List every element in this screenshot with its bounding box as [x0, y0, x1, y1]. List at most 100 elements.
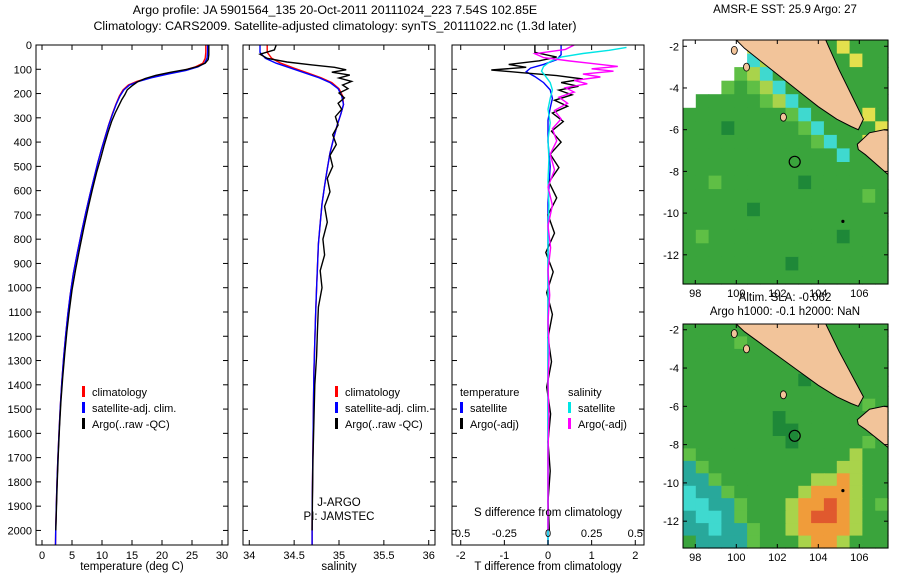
tick-label: 600 — [14, 186, 32, 198]
tick-label: 300 — [14, 113, 32, 125]
legend-label: climatology — [92, 387, 148, 399]
tick-label: -8 — [669, 166, 679, 178]
tick-label: 1400 — [8, 380, 32, 392]
s-difference-axis-label: S difference from climatology — [473, 507, 623, 519]
tick-label: 104 — [809, 552, 827, 564]
climatology-line-swatch — [335, 386, 338, 397]
tick-label: 1100 — [8, 307, 32, 319]
tick-label: 0.25 — [581, 528, 602, 540]
t-satellite-line-swatch — [460, 402, 463, 413]
tick-label: 400 — [14, 137, 32, 149]
difference-salinity-legend: salinity satellite Argo(-adj) — [568, 386, 627, 434]
tick-label: 1500 — [8, 404, 32, 416]
legend-label: satellite-adj. clim. — [345, 403, 430, 415]
legend-header-salinity: salinity — [568, 387, 602, 399]
tick-label: 1000 — [8, 283, 32, 295]
pi-annotation: PI: JAMSTEC — [303, 511, 375, 523]
difference-temperature-legend: temperature satellite Argo(-adj) — [460, 386, 519, 434]
tick-label: 106 — [850, 552, 868, 564]
tick-label: -0.25 — [492, 528, 517, 540]
legend-label: Argo(-adj) — [470, 419, 519, 431]
t-difference-axis-label: T difference from climatology — [474, 561, 622, 573]
series-S Argo(-adj) — [532, 45, 618, 531]
tick-label: 98 — [689, 552, 701, 564]
tick-label: 0.5 — [628, 528, 643, 540]
temperature-series-group — [54, 45, 210, 545]
small-island — [730, 46, 738, 55]
tick-label: 1200 — [8, 331, 32, 343]
series-S satellite — [540, 46, 627, 545]
land-group — [730, 40, 888, 223]
series-T Argo(-adj) — [491, 45, 584, 531]
tick-label: 800 — [14, 234, 32, 246]
tick-label: 98 — [689, 288, 701, 300]
tick-label: 20 — [156, 550, 168, 562]
series-Argo(..raw -QC) — [258, 45, 354, 531]
sst_map-axes-box — [682, 39, 889, 285]
tick-label: -10 — [663, 478, 679, 490]
temperature-axis-label: temperature (deg C) — [80, 561, 184, 573]
argo-float-marker — [788, 155, 801, 168]
coastline-land — [856, 129, 888, 176]
series-Argo(..raw -QC) — [55, 45, 210, 531]
tick-label: -6 — [669, 125, 679, 137]
tick-label: 104 — [809, 288, 827, 300]
tick-label: 1900 — [8, 501, 32, 513]
series-satellite-adj. clim. — [259, 45, 345, 545]
tick-label: -4 — [669, 363, 679, 375]
tick-label: 35.5 — [373, 550, 394, 562]
island-dot — [841, 489, 845, 493]
island-dot — [841, 219, 845, 223]
salinity-axis-label: salinity — [321, 561, 357, 573]
tick-label: -4 — [669, 83, 679, 95]
legend-item-t-argo: Argo(-adj) — [460, 418, 519, 434]
tick-label: -0.5 — [451, 528, 470, 540]
tick-label: 10 — [96, 550, 108, 562]
legend-label: satellite — [578, 403, 616, 415]
tick-label: 100 — [727, 288, 745, 300]
temperature-axes-box — [35, 44, 229, 546]
tick-label: 0 — [39, 550, 45, 562]
legend-item-t-satellite: satellite — [460, 402, 519, 418]
sla_map-axes-box — [682, 323, 889, 549]
tick-label: 15 — [126, 550, 138, 562]
legend-label: Argo(..raw -QC) — [345, 419, 423, 431]
tick-label: -6 — [669, 401, 679, 413]
s-satellite-line-swatch — [568, 402, 571, 413]
legend-header-temperature: temperature — [460, 387, 520, 399]
small-island — [743, 62, 750, 72]
tick-label: 100 — [727, 552, 745, 564]
argo-line-swatch — [335, 418, 338, 429]
tick-label: 0 — [545, 528, 551, 540]
argo-float-marker — [788, 429, 801, 442]
legend-item-climatology: climatology — [82, 386, 176, 402]
tick-label: 0 — [26, 40, 32, 52]
tick-label: 1600 — [8, 428, 32, 440]
difference-series-group — [491, 45, 627, 545]
argo-line-swatch — [82, 418, 85, 429]
tick-label: 1300 — [8, 356, 32, 368]
tick-label: 500 — [14, 161, 32, 173]
tick-label: 34 — [243, 550, 255, 562]
tick-label: 1 — [589, 550, 595, 562]
legend-label: Argo(-adj) — [578, 419, 627, 431]
tick-label: 0 — [545, 550, 551, 562]
legend-label: satellite-adj. clim. — [92, 403, 177, 415]
legend-item-satellite: satellite-adj. clim. — [335, 402, 429, 418]
tick-label: -12 — [663, 250, 679, 262]
satellite-line-swatch — [82, 402, 85, 413]
sst-map-title: AMSR-E SST: 25.9 Argo: 27 — [713, 4, 857, 16]
tick-label: 36 — [423, 550, 435, 562]
legend-label: Argo(..raw -QC) — [92, 419, 170, 431]
tick-label: 102 — [768, 288, 786, 300]
series-satellite-adj. clim. — [54, 45, 209, 545]
small-island — [780, 390, 787, 400]
t-argo-line-swatch — [460, 418, 463, 429]
tick-label: 2000 — [8, 525, 32, 537]
sla_map-heatmap — [683, 324, 889, 549]
legend-item-argo: Argo(..raw -QC) — [82, 418, 176, 434]
tick-label: 1800 — [8, 477, 32, 489]
tick-label: 100 — [14, 64, 32, 76]
